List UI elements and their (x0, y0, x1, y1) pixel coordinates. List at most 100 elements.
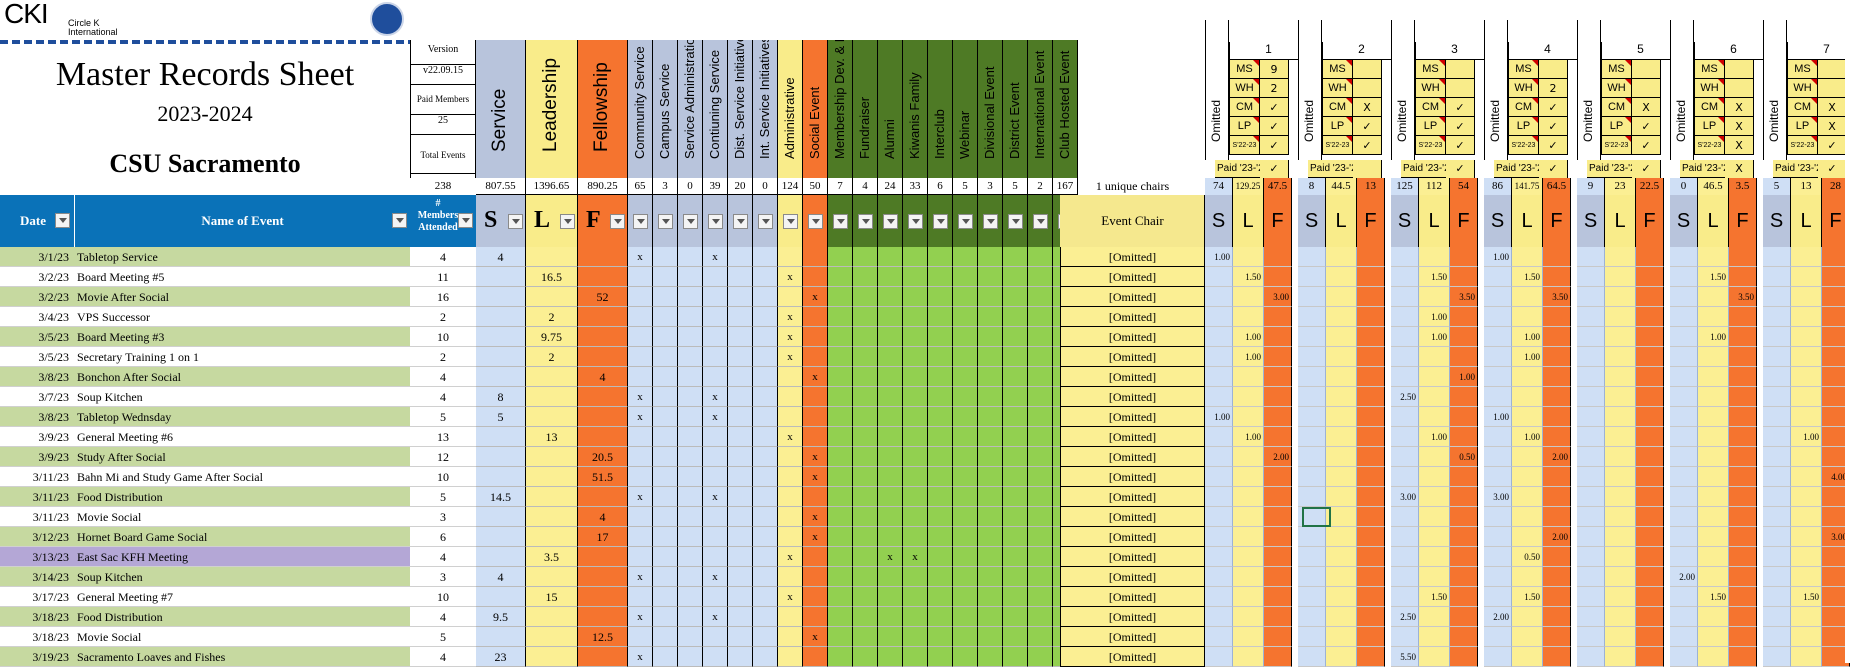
row-type-mark[interactable] (728, 567, 753, 587)
member-hours-cell[interactable] (1729, 367, 1757, 387)
row-type-mark[interactable]: x (778, 347, 803, 367)
member-hours-cell[interactable] (1543, 567, 1571, 587)
row-type-mark[interactable] (703, 267, 728, 287)
row-event-chair[interactable]: [Omitted] (1060, 407, 1205, 427)
member-hours-cell[interactable] (1636, 627, 1664, 647)
row-type-mark[interactable] (678, 287, 703, 307)
member-hours-cell[interactable] (1791, 387, 1822, 407)
row-type-mark[interactable] (978, 407, 1003, 427)
member-hours-cell[interactable] (1419, 347, 1450, 367)
row-type-mark[interactable] (1003, 527, 1028, 547)
member-hours-cell[interactable] (1326, 447, 1357, 467)
type-filter-button[interactable] (858, 214, 873, 229)
member-hours-cell[interactable]: 1.50 (1419, 267, 1450, 287)
type-filter-button[interactable] (758, 214, 773, 229)
row-type-mark[interactable] (803, 607, 828, 627)
row-hours-f[interactable]: 20.5 (578, 447, 628, 467)
row-event-name[interactable]: General Meeting #7 (75, 587, 410, 607)
row-hours-s[interactable]: 23 (476, 647, 526, 667)
member-hours-cell[interactable] (1670, 427, 1698, 447)
member-hours-cell[interactable] (1729, 347, 1757, 367)
row-type-mark[interactable] (878, 347, 903, 367)
row-type-mark[interactable]: x (628, 407, 653, 427)
type-filter-button[interactable] (808, 214, 823, 229)
row-type-mark[interactable] (728, 607, 753, 627)
row-type-mark[interactable] (953, 267, 978, 287)
row-type-mark[interactable] (803, 567, 828, 587)
member-hours-cell[interactable] (1326, 587, 1357, 607)
member-hours-cell[interactable] (1605, 427, 1636, 447)
row-type-mark[interactable] (928, 407, 953, 427)
row-type-mark[interactable] (1003, 367, 1028, 387)
row-type-mark[interactable] (678, 647, 703, 667)
row-type-mark[interactable]: x (803, 447, 828, 467)
member-hours-cell[interactable] (1763, 427, 1791, 447)
row-type-mark[interactable] (778, 487, 803, 507)
member-hours-cell[interactable]: 1.00 (1791, 427, 1822, 447)
row-hours-l[interactable] (526, 467, 578, 487)
row-type-mark[interactable] (628, 467, 653, 487)
member-hours-cell[interactable] (1450, 567, 1478, 587)
member-hours-cell[interactable] (1264, 527, 1292, 547)
row-type-mark[interactable] (928, 347, 953, 367)
member-hours-cell[interactable] (1326, 527, 1357, 547)
row-type-mark[interactable] (628, 587, 653, 607)
row-type-mark[interactable] (1028, 327, 1053, 347)
member-hours-cell[interactable] (1763, 307, 1791, 327)
member-hours-cell[interactable] (1512, 647, 1543, 667)
member-hours-cell[interactable]: 3.50 (1543, 287, 1571, 307)
member-hours-cell[interactable] (1577, 447, 1605, 467)
member-hours-cell[interactable] (1791, 307, 1822, 327)
row-type-mark[interactable] (828, 587, 853, 607)
member-hours-cell[interactable] (1205, 467, 1233, 487)
row-type-mark[interactable] (978, 327, 1003, 347)
member-hours-cell[interactable] (1419, 547, 1450, 567)
row-type-mark[interactable] (878, 307, 903, 327)
member-hours-cell[interactable] (1636, 347, 1664, 367)
row-type-mark[interactable] (978, 347, 1003, 367)
row-type-mark[interactable] (703, 307, 728, 327)
row-type-mark[interactable] (953, 567, 978, 587)
member-hours-cell[interactable] (1791, 647, 1822, 667)
member-hours-cell[interactable] (1326, 607, 1357, 627)
type-filter-button[interactable] (633, 214, 648, 229)
row-type-mark[interactable] (853, 547, 878, 567)
member-hours-cell[interactable] (1763, 447, 1791, 467)
row-type-mark[interactable] (1003, 347, 1028, 367)
row-type-mark[interactable] (778, 407, 803, 427)
member-hours-cell[interactable] (1512, 607, 1543, 627)
member-hours-cell[interactable] (1577, 427, 1605, 447)
row-type-mark[interactable]: x (803, 627, 828, 647)
type-filter-button[interactable] (733, 214, 748, 229)
member-hours-cell[interactable] (1605, 467, 1636, 487)
member-hours-cell[interactable] (1763, 487, 1791, 507)
row-type-mark[interactable] (928, 627, 953, 647)
member-hours-cell[interactable] (1670, 387, 1698, 407)
row-type-mark[interactable] (753, 607, 778, 627)
member-hours-cell[interactable]: 1.50 (1698, 267, 1729, 287)
member-hours-cell[interactable] (1636, 307, 1664, 327)
row-hours-l[interactable] (526, 387, 578, 407)
member-hours-cell[interactable] (1298, 287, 1326, 307)
member-hours-cell[interactable] (1484, 647, 1512, 667)
member-hours-cell[interactable] (1484, 507, 1512, 527)
row-type-mark[interactable] (653, 587, 678, 607)
member-hours-cell[interactable] (1484, 447, 1512, 467)
row-type-mark[interactable]: x (628, 647, 653, 667)
member-hours-cell[interactable] (1484, 387, 1512, 407)
row-type-mark[interactable] (953, 387, 978, 407)
row-hours-s[interactable] (476, 367, 526, 387)
member-hours-cell[interactable] (1729, 467, 1757, 487)
member-hours-cell[interactable]: 1.00 (1233, 327, 1264, 347)
member-hours-cell[interactable] (1543, 427, 1571, 447)
row-type-mark[interactable] (728, 647, 753, 667)
row-type-mark[interactable] (678, 487, 703, 507)
member-hours-cell[interactable] (1357, 567, 1385, 587)
row-hours-s[interactable] (476, 267, 526, 287)
member-hours-cell[interactable] (1512, 487, 1543, 507)
row-type-mark[interactable] (728, 587, 753, 607)
row-hours-f[interactable] (578, 327, 628, 347)
row-type-mark[interactable] (678, 307, 703, 327)
row-type-mark[interactable] (728, 267, 753, 287)
member-hours-cell[interactable] (1791, 527, 1822, 547)
